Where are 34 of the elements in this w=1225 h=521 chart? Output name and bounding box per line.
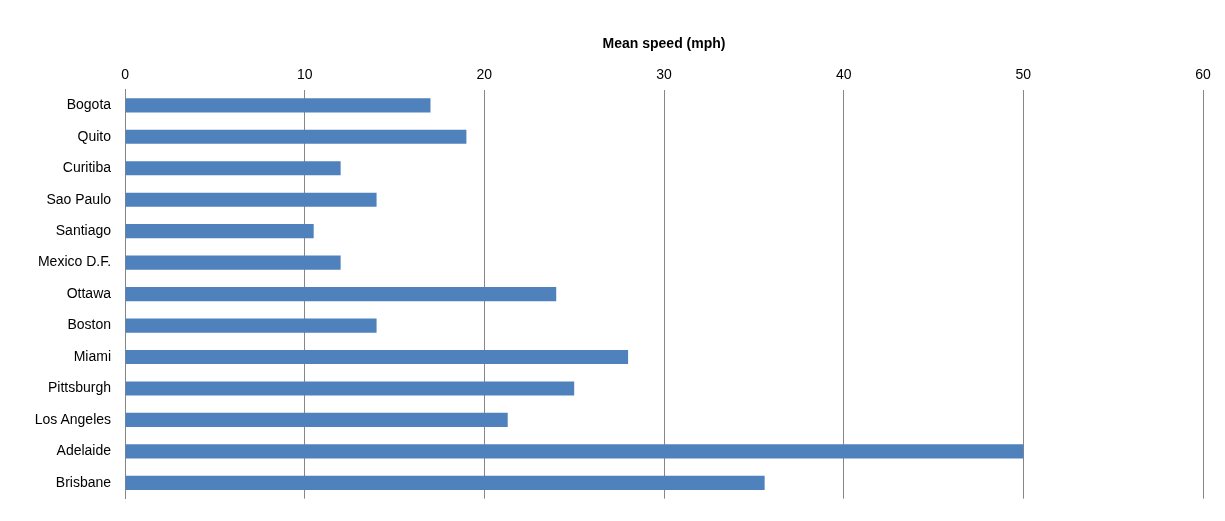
bar <box>125 349 629 365</box>
x-tick-label: 0 <box>121 66 130 83</box>
x-tick-label: 10 <box>296 66 313 83</box>
bar <box>125 287 557 302</box>
y-tick-label: Miami <box>73 347 112 364</box>
y-tick-label: Bogota <box>66 96 112 113</box>
bar <box>125 318 377 333</box>
bar <box>125 98 431 113</box>
y-tick-label: Sao Paulo <box>46 190 112 207</box>
y-tick-label: Ottawa <box>66 284 112 301</box>
bar <box>125 444 1024 459</box>
y-tick-label: Curitiba <box>62 159 112 176</box>
x-tick-label: 50 <box>1015 66 1032 83</box>
y-tick-label: Brisbane <box>55 473 112 490</box>
bar <box>125 412 508 428</box>
bar <box>125 475 765 490</box>
y-tick-label: Boston <box>67 316 112 333</box>
bar <box>125 129 467 144</box>
bar <box>125 255 341 270</box>
bar <box>125 224 314 239</box>
x-axis-title: Mean speed (mph) <box>602 35 726 52</box>
x-tick-label: 20 <box>476 66 493 83</box>
y-tick-label: Santiago <box>55 222 112 239</box>
y-tick-label: Mexico D.F. <box>37 253 112 270</box>
x-tick-label: 30 <box>656 66 673 83</box>
bar <box>125 192 377 207</box>
bar <box>125 161 341 176</box>
y-tick-label: Pittsburgh <box>48 379 112 396</box>
y-tick-label: Quito <box>77 127 112 144</box>
y-tick-label: Adelaide <box>56 442 112 459</box>
x-tick-label: 60 <box>1195 66 1211 83</box>
x-tick-label: 40 <box>835 66 852 83</box>
bar <box>125 381 575 396</box>
y-tick-label: Los Angeles <box>34 410 112 427</box>
